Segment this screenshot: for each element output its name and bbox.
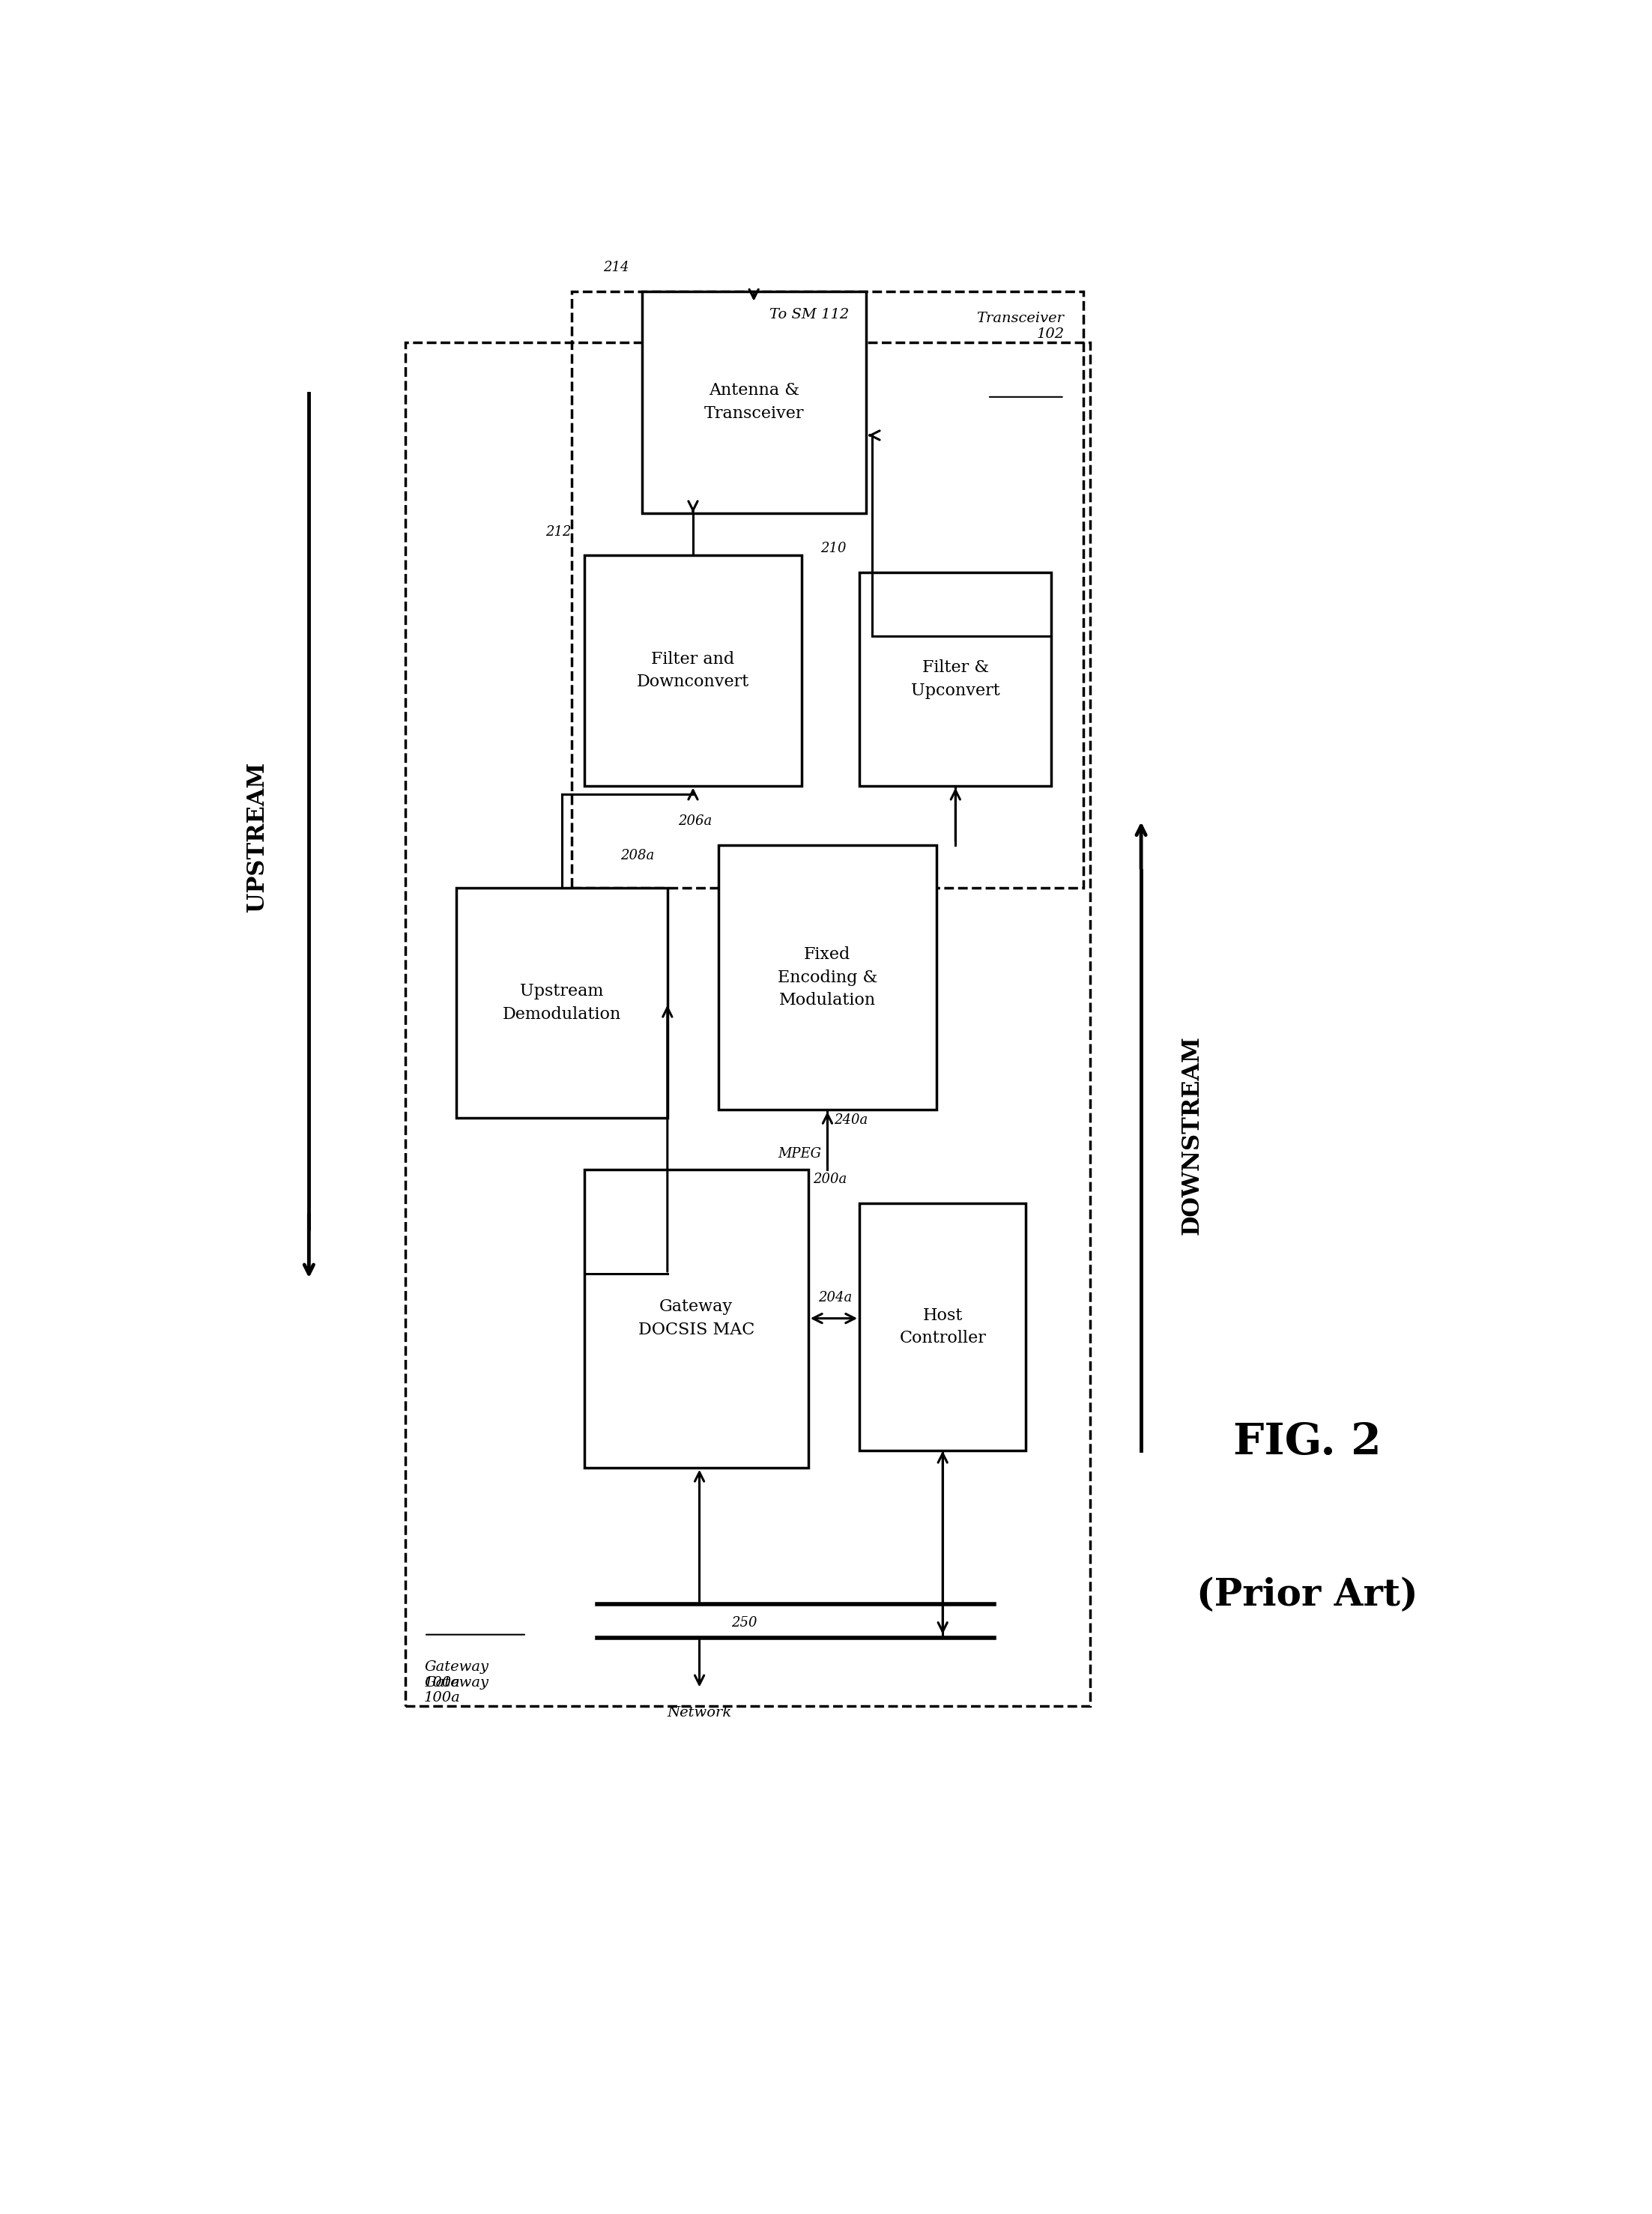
Text: 214: 214 bbox=[603, 261, 629, 275]
Text: (Prior Art): (Prior Art) bbox=[1196, 1576, 1419, 1614]
Text: Gateway
DOCSIS MAC: Gateway DOCSIS MAC bbox=[638, 1300, 755, 1337]
Text: Gateway
100a: Gateway 100a bbox=[425, 1660, 489, 1689]
Text: UPSTREAM: UPSTREAM bbox=[246, 762, 269, 912]
Text: 206a: 206a bbox=[679, 815, 712, 828]
FancyBboxPatch shape bbox=[859, 1204, 1026, 1450]
Text: 208a: 208a bbox=[621, 848, 654, 861]
Text: Network: Network bbox=[667, 1707, 732, 1720]
Text: MPEG: MPEG bbox=[778, 1147, 821, 1160]
Text: Upstream
Demodulation: Upstream Demodulation bbox=[502, 983, 621, 1023]
FancyBboxPatch shape bbox=[719, 846, 937, 1109]
Text: Transceiver
102: Transceiver 102 bbox=[976, 312, 1064, 341]
Text: Gateway: Gateway bbox=[425, 1676, 489, 1689]
Text: Antenna &
Transceiver: Antenna & Transceiver bbox=[704, 383, 805, 421]
Text: DOWNSTREAM: DOWNSTREAM bbox=[1181, 1036, 1204, 1235]
Text: To SM 112: To SM 112 bbox=[770, 308, 849, 321]
Text: 212: 212 bbox=[545, 525, 572, 538]
Text: 210: 210 bbox=[821, 542, 847, 556]
Text: 240a: 240a bbox=[834, 1114, 867, 1127]
Text: Filter &
Upconvert: Filter & Upconvert bbox=[910, 660, 999, 700]
FancyBboxPatch shape bbox=[641, 292, 866, 514]
Text: Filter and
Downconvert: Filter and Downconvert bbox=[636, 651, 750, 691]
Text: 204a: 204a bbox=[818, 1291, 852, 1304]
FancyBboxPatch shape bbox=[585, 556, 801, 786]
Text: 200a: 200a bbox=[813, 1173, 847, 1187]
Text: 250: 250 bbox=[732, 1616, 757, 1630]
Text: FIG. 2: FIG. 2 bbox=[1234, 1421, 1381, 1463]
FancyBboxPatch shape bbox=[859, 573, 1052, 786]
FancyBboxPatch shape bbox=[585, 1169, 808, 1468]
Text: Fixed
Encoding &
Modulation: Fixed Encoding & Modulation bbox=[778, 945, 877, 1010]
Text: 100a: 100a bbox=[425, 1691, 461, 1705]
FancyBboxPatch shape bbox=[456, 888, 667, 1118]
Text: Host
Controller: Host Controller bbox=[899, 1306, 986, 1346]
